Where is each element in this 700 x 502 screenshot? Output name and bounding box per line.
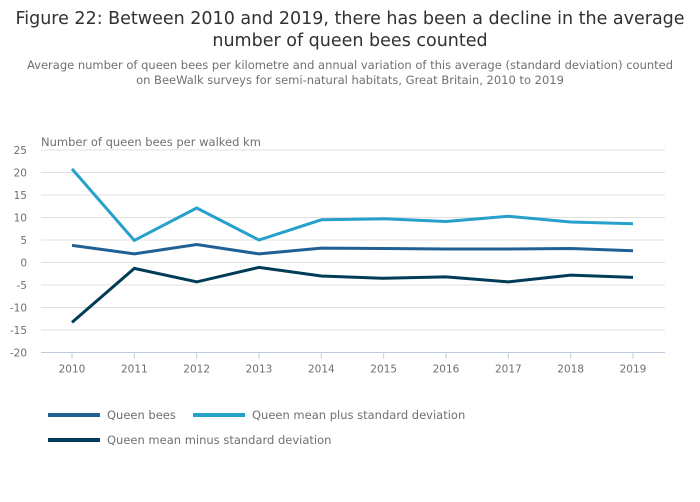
- y-tick-label: 0: [20, 258, 27, 270]
- x-tick-label: 2012: [183, 364, 210, 376]
- x-axis: 2010 2011 2012 2013 2014 2015 2016 2017 2018 2019: [41, 352, 665, 376]
- x-tick-label: 2016: [433, 364, 460, 376]
- x-tick-label: 2019: [620, 364, 647, 376]
- legend-label: Queen bees: [107, 408, 176, 422]
- y-tick-label: -15: [10, 325, 27, 337]
- x-tick-label: 2013: [246, 364, 273, 376]
- y-tick-label: 20: [14, 168, 27, 180]
- chart-subtitle: Average number of queen bees per kilomet…: [26, 58, 674, 87]
- x-tick-label: 2010: [59, 364, 86, 376]
- y-tick-label: 5: [20, 235, 27, 247]
- y-tick-label: 15: [14, 190, 27, 202]
- y-tick-label: -10: [10, 303, 27, 315]
- legend-item-queen-minus-sd: Queen mean minus standard deviation: [48, 433, 331, 447]
- legend-label: Queen mean minus standard deviation: [107, 433, 332, 447]
- legend-swatch: [193, 413, 245, 417]
- y-axis-label: Number of queen bees per walked km: [41, 135, 261, 149]
- x-tick-label: 2017: [495, 364, 522, 376]
- chart-title: Figure 22: Between 2010 and 2019, there …: [15, 9, 685, 51]
- y-tick-label: -20: [10, 348, 27, 360]
- y-tick-label: 10: [14, 213, 27, 225]
- x-tick-label: 2015: [370, 364, 397, 376]
- y-tick-label: 25: [14, 145, 27, 157]
- legend-item-queen-bees: Queen bees: [48, 408, 176, 422]
- x-tick-label: 2014: [308, 364, 335, 376]
- legend-swatch: [48, 438, 100, 442]
- x-tick-label: 2018: [557, 364, 584, 376]
- y-axis-ticks: 25 20 15 10 5 0 -5 -10 -15 -20: [10, 145, 27, 360]
- legend-item-queen-plus-sd: Queen mean plus standard deviation: [193, 408, 465, 422]
- legend-swatch: [48, 413, 100, 417]
- series-line-queen-mean-plus-standard-deviation: [70, 167, 634, 243]
- gridlines: [41, 149, 665, 331]
- legend-label: Queen mean plus standard deviation: [252, 408, 466, 422]
- y-tick-label: -5: [17, 280, 27, 292]
- x-tick-label: 2011: [121, 364, 148, 376]
- series-line-queen-mean-minus-standard-deviation: [71, 265, 634, 324]
- series-lines: [70, 167, 634, 324]
- series-line-queen-bees: [71, 242, 634, 256]
